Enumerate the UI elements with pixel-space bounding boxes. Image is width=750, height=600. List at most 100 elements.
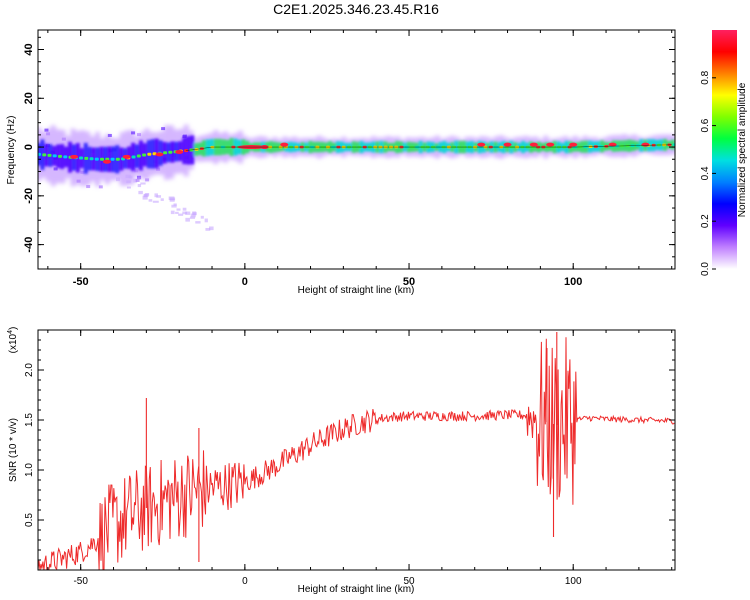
heatmap-speckle — [145, 178, 150, 182]
heatmap-cell-mid — [60, 144, 65, 170]
x-tick-label: -50 — [73, 576, 88, 587]
y-tick-label: 1.5 — [24, 413, 35, 427]
x-tick-label: 50 — [403, 276, 415, 288]
heatmap-centerline — [185, 144, 672, 151]
heatmap-speckle — [160, 198, 164, 201]
heatmap-speckle — [135, 178, 140, 182]
x-tick-label: 100 — [565, 576, 582, 587]
heatmap-cell-core — [142, 153, 147, 157]
heatmap-cell-core — [147, 152, 152, 156]
heatmap-speckle — [154, 193, 158, 198]
snr-y-label: SNR (10 * v/v) — [8, 418, 19, 482]
heatmap-peak — [546, 142, 555, 147]
heatmap-cell-core — [89, 157, 94, 161]
heatmap-speckle — [190, 213, 196, 218]
heatmap-cell-core — [672, 143, 675, 146]
snr-scale-base: (x10 — [8, 333, 19, 353]
heatmap-speckle — [142, 195, 148, 200]
snr-ticks: -50 0 50 100 0.5 1.0 1.5 2.0 — [24, 330, 675, 587]
y-tick-label: 0 — [23, 144, 35, 150]
heatmap-peak — [569, 142, 578, 147]
spectrogram-y-label: Frequency (Hz) — [6, 116, 17, 185]
heatmap-speckle — [128, 175, 133, 179]
heatmap-speckle — [173, 203, 177, 206]
heatmap-peak — [122, 154, 131, 159]
heatmap-speckle — [148, 199, 153, 202]
heatmap-speckle — [46, 132, 51, 136]
heatmap-peak — [70, 154, 79, 159]
heatmap-cell-core — [79, 156, 84, 160]
heatmap-cell-core — [100, 157, 105, 161]
heatmap-cell-mid — [91, 147, 96, 171]
heatmap-cell-mid — [107, 146, 112, 173]
snr-x-label: Height of straight line (km) — [298, 584, 415, 595]
heatmap-speckle — [209, 226, 214, 231]
heatmap-cell-core — [47, 153, 52, 157]
heatmap-cell-core — [58, 154, 63, 158]
heatmap-cell-core — [84, 156, 89, 160]
heatmap-cell-core — [163, 151, 168, 155]
colorbar-gradient — [712, 30, 737, 269]
colorbar-tick-label: 0.6 — [700, 118, 711, 132]
heatmap-speckle — [169, 197, 176, 201]
spectrogram-x-label: Height of straight line (km) — [298, 285, 415, 296]
heatmap-peak — [641, 142, 650, 147]
heatmap-speckle — [161, 127, 166, 131]
spectrogram-ticks: -50 0 50 100 -40 -20 0 20 40 — [23, 30, 675, 288]
heatmap-cell-core — [63, 155, 68, 159]
spectrogram-panel: -50 0 50 100 -40 -20 0 20 40 Height of straight … — [6, 29, 676, 296]
colorbar-label: Normalized spectral amplitude — [737, 82, 748, 217]
colorbar-tick-label: 0.8 — [700, 70, 711, 84]
x-tick-label: 100 — [564, 276, 582, 288]
heatmap-cell-core — [168, 150, 173, 154]
colorbar-tick-label: 0.2 — [700, 214, 711, 228]
heatmap-speckle — [200, 215, 204, 219]
y-tick-label: -20 — [23, 188, 35, 204]
y-tick-label: 0.5 — [24, 513, 35, 527]
heatmap-peak — [503, 142, 512, 147]
heatmap-speckle — [175, 211, 179, 214]
y-tick-label: 40 — [23, 43, 35, 55]
svg-text:(x104): (x104) — [7, 327, 19, 354]
heatmap-speckle — [131, 131, 136, 135]
heatmap-peak — [102, 159, 111, 164]
snr-frame — [37, 329, 676, 571]
x-tick-label: -50 — [73, 276, 89, 288]
page-title: C2E1.2025.346.23.45.R16 — [273, 1, 439, 17]
heatmap-speckle — [189, 216, 196, 219]
heatmap-peak — [529, 142, 538, 147]
heatmap-cell-core — [110, 157, 115, 161]
x-tick-label: 0 — [242, 576, 248, 587]
colorbar-tick-label: 0.0 — [700, 262, 711, 276]
colorbar-ticks: 0.0 0.2 0.4 0.6 0.8 — [700, 70, 716, 276]
heatmap-speckle — [182, 135, 187, 139]
y-tick-label: 2.0 — [24, 363, 35, 377]
snr-line-area — [38, 332, 675, 570]
heatmap-speckle — [126, 186, 131, 189]
snr-scale-exp: 4 — [7, 330, 14, 334]
heatmap-peak — [175, 149, 184, 154]
heatmap-speckle — [156, 167, 161, 171]
heatmap-speckle — [182, 211, 188, 215]
x-tick-label: 50 — [403, 576, 415, 587]
heatmap-peak — [477, 142, 486, 147]
y-tick-label: 20 — [23, 92, 35, 104]
heatmap-speckle — [125, 174, 131, 179]
heatmap-speckle — [171, 204, 177, 208]
heatmap-speckle — [115, 177, 120, 182]
heatmap-speckle — [136, 133, 141, 137]
heatmap-speckle — [195, 221, 201, 224]
heatmap-speckle — [126, 180, 131, 184]
heatmap-speckle — [192, 211, 197, 216]
snr-series-line — [38, 337, 675, 570]
x-tick-label: 0 — [242, 276, 248, 288]
heatmap-speckle — [61, 137, 66, 141]
heatmap-peak — [155, 152, 164, 157]
heatmap-speckle — [140, 182, 146, 185]
heatmap-cell-mid — [138, 140, 143, 171]
spectrogram-heatmap — [38, 124, 675, 231]
colorbar: 0.0 0.2 0.4 0.6 0.8 Normalized spectral ampl… — [700, 30, 748, 276]
heatmap-speckle — [185, 211, 191, 215]
heatmap-cell-mid — [170, 141, 175, 163]
